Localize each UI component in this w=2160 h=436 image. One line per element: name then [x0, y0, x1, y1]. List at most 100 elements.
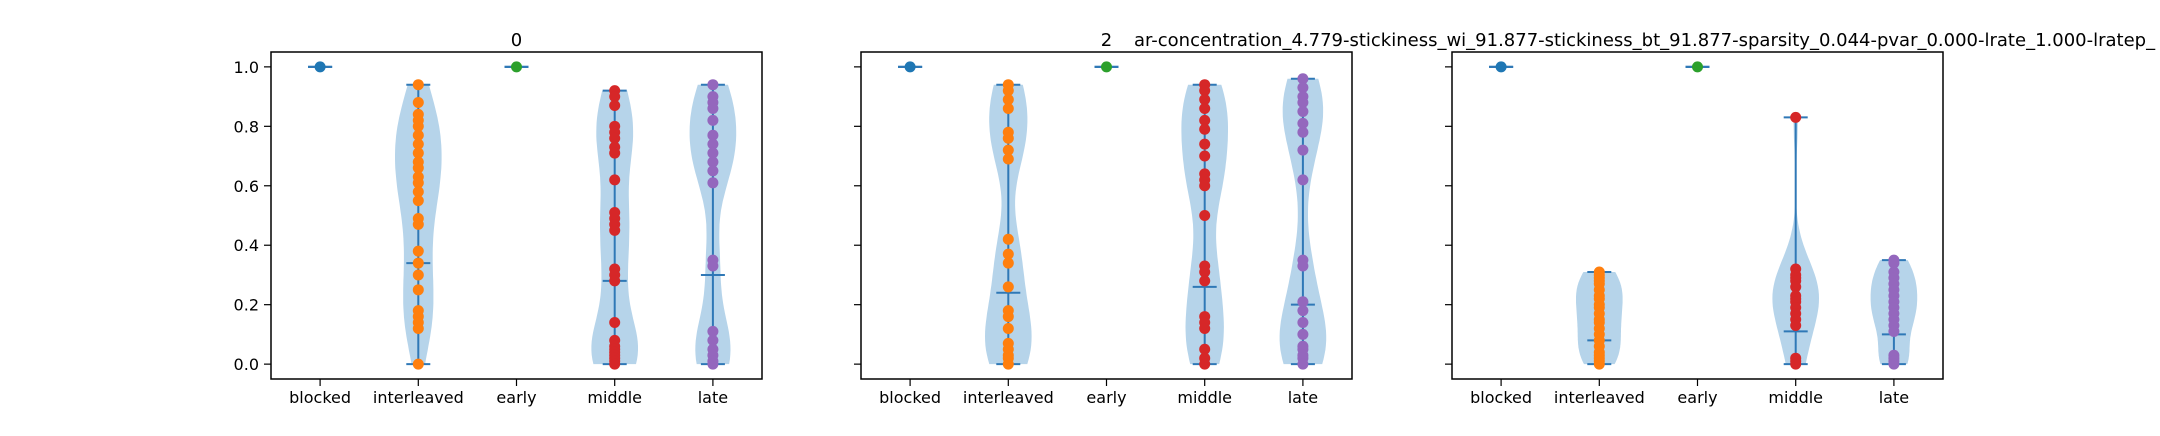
data-point-late: [1297, 358, 1309, 370]
data-point-late: [707, 102, 719, 114]
data-point-late: [1297, 73, 1309, 85]
x-tick-label-middle: middle: [587, 388, 642, 407]
data-point-middle: [1199, 150, 1211, 162]
data-point-late: [1297, 296, 1309, 308]
data-point-interleaved: [412, 186, 424, 198]
data-point-middle: [609, 275, 621, 287]
x-tick-label-blocked: blocked: [879, 388, 941, 407]
axes-frame: [1451, 51, 1944, 380]
data-point-late: [707, 138, 719, 150]
data-point-blocked: [904, 61, 916, 73]
data-point-late: [707, 325, 719, 337]
x-tick-label-middle: middle: [1177, 388, 1232, 407]
data-point-late: [1297, 174, 1309, 186]
data-point-late: [707, 165, 719, 177]
data-point-late: [707, 147, 719, 159]
data-point-middle: [609, 174, 621, 186]
y-tick-label: 0.2: [234, 296, 259, 315]
data-point-middle: [609, 317, 621, 329]
data-point-interleaved: [1002, 281, 1014, 293]
x-tick-label-blocked: blocked: [1470, 388, 1532, 407]
data-point-middle: [1199, 138, 1211, 150]
y-tick-label: 1.0: [234, 58, 259, 77]
chart-panel-1: 2 blocked interleaved early middle late: [854, 30, 1353, 407]
data-point-interleaved: [1002, 358, 1014, 370]
data-point-interleaved: [1002, 85, 1014, 97]
y-tick-label: 0.4: [234, 236, 259, 255]
data-point-interleaved: [412, 177, 424, 189]
data-point-middle: [1199, 85, 1211, 97]
x-tick-label-late: late: [698, 388, 728, 407]
axes-frame: [860, 51, 1353, 380]
data-point-interleaved: [412, 138, 424, 150]
data-point-middle: [1790, 281, 1802, 293]
data-point-interleaved: [412, 79, 424, 91]
x-tick-label-early: early: [496, 388, 536, 407]
data-point-middle: [609, 132, 621, 144]
data-point-middle: [609, 91, 621, 103]
data-point-late: [1297, 317, 1309, 329]
data-point-interleaved: [1002, 94, 1014, 106]
data-point-interleaved: [412, 129, 424, 141]
data-point-late: [1297, 260, 1309, 272]
data-point-interleaved: [1002, 248, 1014, 260]
data-point-middle: [1199, 343, 1211, 355]
data-point-late: [1297, 328, 1309, 340]
data-point-interleaved: [412, 147, 424, 159]
data-point-interleaved: [412, 284, 424, 296]
data-point-blocked: [1495, 61, 1507, 73]
data-point-middle: [609, 147, 621, 159]
data-point-interleaved: [412, 322, 424, 334]
data-point-late: [1888, 358, 1900, 370]
data-point-interleaved: [412, 358, 424, 370]
data-point-interleaved: [1593, 358, 1605, 370]
data-point-interleaved: [1002, 132, 1014, 144]
data-point-late: [1297, 126, 1309, 138]
data-point-interleaved: [412, 245, 424, 257]
data-point-interleaved: [1002, 102, 1014, 114]
chart-panel-0: 0 0.0 0.2 0.4 0.6 0.8 1.0 blocked interleaved ear…: [234, 30, 763, 407]
chart-panel-2: blocked interleaved early middle late: [1445, 51, 1944, 407]
data-point-late: [707, 129, 719, 141]
data-point-interleaved: [1002, 322, 1014, 334]
data-point-interleaved: [1002, 153, 1014, 165]
y-tick-label: 0.8: [234, 117, 259, 136]
data-point-late: [707, 79, 719, 91]
x-tick-label-early: early: [1086, 388, 1126, 407]
data-point-middle: [1199, 114, 1211, 126]
y-tick-label: 0.6: [234, 177, 259, 196]
data-point-middle: [1790, 319, 1802, 331]
data-point-late: [707, 334, 719, 346]
data-point-late: [707, 156, 719, 168]
data-point-interleaved: [412, 162, 424, 174]
data-point-middle: [1199, 94, 1211, 106]
panel-title: 2: [1101, 30, 1112, 51]
x-tick-label-middle: middle: [1768, 388, 1823, 407]
axes-frame: [270, 51, 763, 380]
data-point-early: [1101, 61, 1112, 73]
data-point-middle: [1790, 111, 1802, 123]
data-point-blocked: [314, 61, 326, 73]
data-point-late: [1297, 105, 1309, 117]
figure-suptitle: ar-concentration_4.779-stickiness_wi_91.…: [1134, 30, 2156, 51]
data-point-interleaved: [1002, 257, 1014, 269]
data-point-interleaved: [412, 97, 424, 109]
x-tick-label-late: late: [1879, 388, 1909, 407]
x-tick-label-interleaved: interleaved: [1554, 388, 1645, 407]
data-point-middle: [1199, 322, 1211, 334]
data-point-late: [707, 114, 719, 126]
data-point-late: [707, 260, 719, 272]
data-point-interleaved: [412, 120, 424, 132]
data-point-late: [1297, 144, 1309, 156]
x-tick-label-late: late: [1288, 388, 1318, 407]
data-point-interleaved: [412, 218, 424, 230]
data-point-interleaved: [1002, 233, 1014, 245]
data-point-late: [1888, 325, 1900, 337]
data-point-middle: [1790, 358, 1802, 370]
data-point-late: [1297, 117, 1309, 129]
panel-title: 0: [511, 30, 522, 51]
data-point-middle: [1199, 102, 1211, 114]
data-point-late: [1297, 97, 1309, 109]
